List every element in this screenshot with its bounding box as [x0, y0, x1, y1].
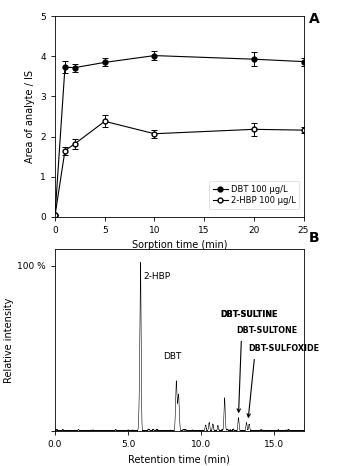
- Text: DBT: DBT: [163, 352, 181, 361]
- Text: DBT-SULTINE: DBT-SULTINE: [220, 310, 278, 319]
- Text: DBT-SULFOXIDE: DBT-SULFOXIDE: [248, 344, 319, 353]
- Text: DBT-SULTINE: DBT-SULTINE: [220, 310, 278, 319]
- Legend: DBT 100 μg/L, 2-HBP 100 μg/L: DBT 100 μg/L, 2-HBP 100 μg/L: [209, 181, 299, 208]
- Text: A: A: [309, 12, 320, 26]
- Y-axis label: Area of analyte / IS: Area of analyte / IS: [25, 70, 35, 163]
- Text: B: B: [309, 231, 320, 245]
- Y-axis label: Relative intensity: Relative intensity: [5, 297, 15, 383]
- Text: DBT-SULTONE: DBT-SULTONE: [236, 326, 297, 335]
- X-axis label: Sorption time (min): Sorption time (min): [131, 240, 227, 250]
- Text: 2-HBP: 2-HBP: [143, 273, 171, 281]
- X-axis label: Retention time (min): Retention time (min): [129, 455, 230, 465]
